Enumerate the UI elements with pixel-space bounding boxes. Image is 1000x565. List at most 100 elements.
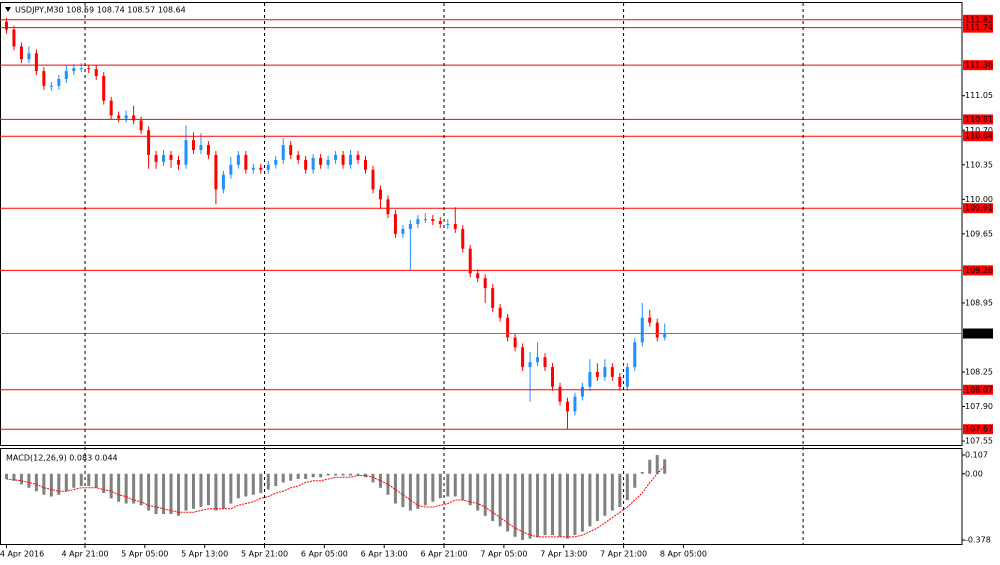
y-tick-label: 110.70 bbox=[965, 126, 993, 135]
candle-body bbox=[341, 154, 345, 165]
candle-body bbox=[259, 167, 263, 170]
candle-body bbox=[199, 145, 203, 151]
y-tick-label: 0.00 bbox=[965, 469, 983, 478]
macd-bar bbox=[341, 473, 345, 476]
candle-body bbox=[19, 46, 23, 60]
candle-body bbox=[79, 68, 83, 70]
macd-bar bbox=[423, 473, 427, 506]
candle-body bbox=[154, 154, 158, 162]
macd-bar bbox=[551, 473, 555, 536]
macd-bar bbox=[251, 473, 255, 495]
macd-bar bbox=[446, 473, 450, 497]
candle-body bbox=[281, 145, 285, 160]
candle-body bbox=[319, 157, 323, 165]
candle-body bbox=[468, 248, 472, 274]
macd-bar bbox=[334, 473, 338, 476]
candle-body bbox=[506, 317, 510, 338]
candle-body bbox=[625, 367, 629, 387]
price-panel bbox=[0, 2, 963, 446]
macd-bar bbox=[364, 473, 368, 478]
candle-body bbox=[498, 307, 502, 318]
candle-body bbox=[663, 333, 667, 338]
candle-body bbox=[461, 228, 465, 249]
candle-body bbox=[221, 174, 225, 190]
macd-bar bbox=[199, 473, 203, 508]
macd-bar bbox=[618, 473, 622, 508]
macd-bar bbox=[438, 473, 442, 499]
level-label-bg bbox=[963, 131, 993, 142]
macd-bar bbox=[625, 473, 629, 501]
candle-body bbox=[408, 224, 412, 229]
candle-body bbox=[191, 140, 195, 151]
macd-bar bbox=[229, 473, 233, 504]
candle-body bbox=[491, 288, 495, 308]
candle-body bbox=[102, 76, 106, 101]
candle-body bbox=[214, 154, 218, 190]
x-tick-label: 4 Apr 2016 bbox=[0, 550, 44, 559]
candle-body bbox=[177, 159, 181, 165]
candle-body bbox=[431, 219, 435, 222]
candle-body bbox=[139, 120, 143, 131]
macd-bar bbox=[655, 455, 659, 474]
collapse-icon[interactable] bbox=[5, 7, 11, 12]
x-tick-label: 5 Apr 21:00 bbox=[241, 550, 288, 559]
candle-body bbox=[94, 69, 98, 77]
candle-body bbox=[416, 219, 420, 224]
candle-body bbox=[371, 169, 375, 190]
level-label: 111.74 bbox=[965, 23, 993, 32]
macd-bar bbox=[281, 473, 285, 483]
macd-bar bbox=[326, 473, 330, 476]
macd-bar bbox=[34, 473, 38, 492]
candle-body bbox=[289, 145, 293, 155]
candle-body bbox=[483, 278, 487, 289]
macd-bar bbox=[506, 473, 510, 532]
y-tick-label: 110.35 bbox=[965, 160, 993, 169]
candle-body bbox=[633, 342, 637, 368]
candle-body bbox=[169, 154, 173, 160]
macd-bar bbox=[536, 473, 540, 537]
candle-body bbox=[109, 100, 113, 116]
candle-body bbox=[438, 221, 442, 224]
macd-bar bbox=[528, 473, 532, 539]
macd-bar bbox=[588, 473, 592, 527]
macd-bar bbox=[453, 473, 457, 497]
candle-body bbox=[393, 214, 397, 234]
macd-bar bbox=[214, 473, 218, 511]
candle-body bbox=[4, 21, 8, 30]
candle-body bbox=[57, 78, 61, 86]
macd-bar bbox=[117, 473, 121, 502]
candle-body bbox=[117, 115, 121, 119]
signal-line bbox=[6, 465, 666, 538]
macd-bar bbox=[72, 473, 76, 488]
y-tick-label: 111.05 bbox=[965, 91, 993, 100]
candle-body bbox=[349, 154, 353, 165]
macd-bar bbox=[79, 473, 83, 487]
x-tick-label: 7 Apr 05:00 bbox=[480, 550, 527, 559]
candle-body bbox=[588, 371, 592, 387]
candle-body bbox=[124, 115, 128, 119]
candle-body bbox=[72, 68, 76, 72]
level-label-bg bbox=[963, 384, 993, 395]
level-label-bg bbox=[963, 22, 993, 33]
macd-bar bbox=[12, 473, 16, 481]
macd-bar bbox=[408, 473, 412, 511]
macd-bar bbox=[610, 473, 614, 511]
candle-body bbox=[536, 357, 540, 363]
macd-bar bbox=[349, 473, 353, 476]
candle-body bbox=[476, 273, 480, 279]
x-tick-label: 5 Apr 13:00 bbox=[181, 550, 228, 559]
level-label-bg bbox=[963, 424, 993, 435]
macd-bar bbox=[274, 473, 278, 487]
macd-bar bbox=[102, 473, 106, 494]
candle-body bbox=[229, 164, 233, 175]
candle-body bbox=[543, 357, 547, 368]
candle-body bbox=[618, 376, 622, 387]
candle-body bbox=[386, 199, 390, 215]
macd-bar bbox=[259, 473, 263, 494]
candle-body bbox=[49, 85, 53, 87]
candle-body bbox=[266, 164, 270, 170]
candle-body bbox=[147, 130, 151, 155]
chart-title: USDJPY,M30 108.59 108.74 108.57 108.64 bbox=[15, 6, 186, 15]
current-price-bg bbox=[963, 328, 993, 339]
